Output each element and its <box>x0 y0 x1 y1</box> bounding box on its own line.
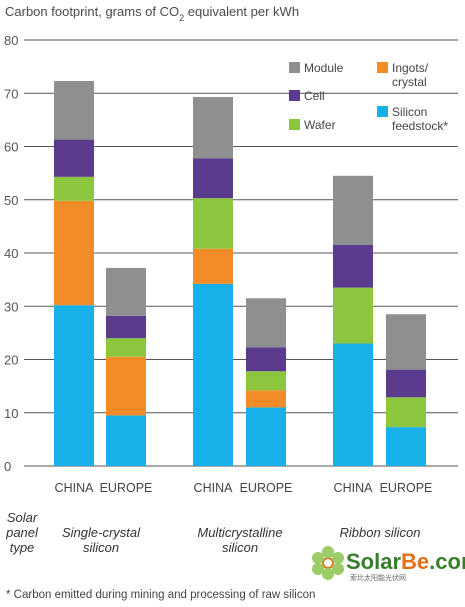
legend-swatch <box>289 119 300 130</box>
bar-segment-cell <box>54 139 94 177</box>
y-axis-ticks: 0 10 20 30 40 50 60 70 80 <box>4 33 18 474</box>
bar-segment-wafer <box>54 176 94 201</box>
y-tick-label: 50 <box>4 193 18 208</box>
watermark-tagline: 索比太阳能光伏网 <box>350 573 406 582</box>
legend-label: Silicon <box>392 105 427 119</box>
flower-logo-icon <box>312 546 344 580</box>
legend-label: Cell <box>304 89 325 103</box>
panel-type-axis-label: type <box>10 540 35 555</box>
y-tick-label: 60 <box>4 140 18 155</box>
bar-segment-cell <box>246 347 286 372</box>
panel-type-axis-label: panel <box>5 525 39 540</box>
bar-segment-wafer <box>106 338 146 357</box>
panel-type-labels: SolarpaneltypeSingle-crystalsiliconMulti… <box>5 510 420 555</box>
group-label: silicon <box>83 540 119 555</box>
y-tick-label: 20 <box>4 353 18 368</box>
footnote: * Carbon emitted during mining and proce… <box>6 589 315 601</box>
bar-segment-module <box>106 267 146 316</box>
bar-segment-cell <box>333 245 373 288</box>
watermark-brand: SolarBe.com <box>346 549 465 574</box>
legend-swatch <box>289 62 300 73</box>
bar-segment-cell <box>386 369 426 398</box>
group-label: Single-crystal <box>62 525 141 540</box>
grid <box>24 39 458 467</box>
y-tick-label: 10 <box>4 406 18 421</box>
bar-segment-ingots-crystal <box>54 200 94 306</box>
bar-segment-cell <box>106 315 146 339</box>
category-label: EUROPE <box>240 481 293 495</box>
bar-segment-ingots-crystal <box>246 390 286 408</box>
watermark-brand-main: Solar <box>346 549 401 574</box>
y-tick-label: 70 <box>4 86 18 101</box>
bar-segment-module <box>386 314 426 370</box>
bar-segment-silicon-feedstock <box>246 407 286 466</box>
category-label: CHINA <box>334 481 374 495</box>
group-label: Ribbon silicon <box>340 525 421 540</box>
watermark-brand-suffix: .com <box>429 549 465 574</box>
bar-segment-silicon-feedstock <box>386 427 426 466</box>
group-label: silicon <box>222 540 258 555</box>
y-tick-label: 0 <box>4 459 11 474</box>
bar-segment-wafer <box>246 371 286 391</box>
chart-title: Carbon footprint, grams of CO2 equivalen… <box>5 4 299 23</box>
y-tick-label: 40 <box>4 246 18 261</box>
legend-swatch <box>377 106 388 117</box>
bar-segment-wafer <box>333 287 373 344</box>
bar-segment-ingots-crystal <box>106 356 146 416</box>
bar-segment-silicon-feedstock <box>193 283 233 466</box>
bar-segment-silicon-feedstock <box>333 343 373 466</box>
category-label: EUROPE <box>100 481 153 495</box>
category-label: CHINA <box>55 481 95 495</box>
bar-segment-silicon-feedstock <box>54 305 94 466</box>
watermark-brand-accent: Be <box>401 549 429 574</box>
legend-label: crystal <box>392 75 427 89</box>
bar-segment-module <box>193 96 233 159</box>
category-label: CHINA <box>194 481 234 495</box>
legend-label: feedstock* <box>392 119 448 133</box>
legend-label: Ingots/ <box>392 61 429 75</box>
y-tick-label: 30 <box>4 299 18 314</box>
bar-segment-silicon-feedstock <box>106 415 146 466</box>
legend-label: Wafer <box>304 118 336 132</box>
bar-segment-module <box>54 81 94 140</box>
legend-label: Module <box>304 61 344 75</box>
legend-swatch <box>377 62 388 73</box>
watermark-logo: SolarBe.com 索比太阳能光伏网 <box>312 546 465 582</box>
bars <box>54 81 426 466</box>
group-label: Multicrystalline <box>197 525 282 540</box>
panel-type-axis-label: Solar <box>7 510 38 525</box>
bar-segment-module <box>333 175 373 246</box>
bar-segment-ingots-crystal <box>193 248 233 284</box>
bar-segment-module <box>246 298 286 348</box>
bar-segment-wafer <box>193 198 233 249</box>
bar-segment-wafer <box>386 397 426 428</box>
legend-swatch <box>289 90 300 101</box>
category-label: EUROPE <box>380 481 433 495</box>
bar-segment-cell <box>193 158 233 199</box>
y-tick-label: 80 <box>4 33 18 48</box>
x-axis-categories: CHINA EUROPE CHINA EUROPE CHINA EUROPE <box>55 481 433 495</box>
